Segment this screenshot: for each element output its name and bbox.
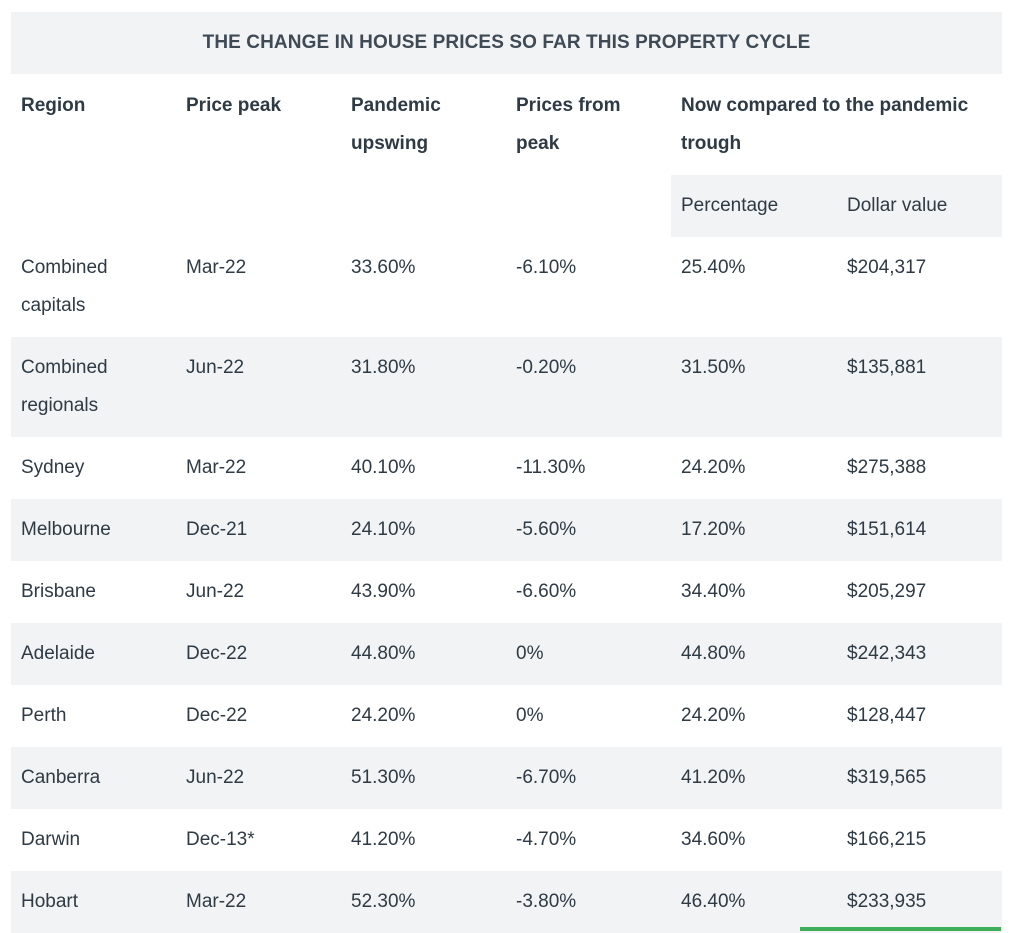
header-pandemic-upswing: Pandemic upswing: [351, 95, 441, 154]
subheader-dollar-value: Dollar value: [837, 175, 1003, 237]
table-row: Darwin Dec-13* 41.20% -4.70% 34.60% $166,215: [11, 809, 1002, 871]
cell-price-peak: Dec-22: [186, 705, 248, 726]
cell-dollar-value: $275,388: [847, 457, 927, 478]
cell-prices-from-peak: -5.60%: [506, 499, 671, 561]
cell-dollar-value: $151,614: [837, 499, 1003, 561]
cell-prices-from-peak: -11.30%: [516, 457, 586, 478]
accent-bar: [800, 927, 1001, 931]
table-row: Combined regionals Jun-22 31.80% -0.20% 31.5…: [11, 337, 1003, 437]
cell-pandemic-upswing: 31.80%: [341, 337, 506, 437]
cell-prices-from-peak: -6.60%: [516, 581, 577, 602]
cell-pandemic-upswing: 41.20%: [351, 829, 416, 850]
subheader-spacer: [341, 175, 506, 237]
cell-dollar-value: $319,565: [837, 747, 1003, 809]
cell-pandemic-upswing: 24.10%: [341, 499, 506, 561]
house-prices-table: Region Price peak Pandemic upswing Price…: [11, 74, 1003, 933]
cell-region: Adelaide: [11, 623, 176, 685]
cell-price-peak: Dec-22: [176, 623, 341, 685]
cell-region: Canberra: [11, 747, 176, 809]
cell-pandemic-upswing: 52.30%: [341, 871, 506, 933]
subheader-row: Percentage Dollar value: [11, 175, 1003, 237]
cell-dollar-value: $166,215: [847, 829, 927, 850]
header-now-compared: Now compared to the pandemic trough: [681, 95, 969, 154]
cell-percentage: 17.20%: [671, 499, 837, 561]
subheader-spacer: [11, 175, 176, 237]
cell-percentage: 34.40%: [681, 581, 746, 602]
cell-pandemic-upswing: 24.20%: [351, 705, 416, 726]
cell-price-peak: Mar-22: [186, 257, 247, 278]
cell-price-peak: Jun-22: [176, 337, 341, 437]
header-prices-from-peak: Prices from peak: [516, 95, 621, 154]
cell-region: Combined capitals: [21, 257, 108, 316]
subheader-spacer: [506, 175, 671, 237]
table-row: Perth Dec-22 24.20% 0% 24.20% $128,447: [11, 685, 1002, 747]
cell-region: Perth: [21, 705, 67, 726]
table-row: Canberra Jun-22 51.30% -6.70% 41.20% $319,565: [11, 747, 1003, 809]
cell-prices-from-peak: -6.10%: [516, 257, 577, 278]
table-row: Adelaide Dec-22 44.80% 0% 44.80% $242,343: [11, 623, 1003, 685]
cell-price-peak: Mar-22: [186, 457, 247, 478]
cell-price-peak: Dec-13*: [186, 829, 255, 850]
table-title: THE CHANGE IN HOUSE PRICES SO FAR THIS P…: [11, 12, 1002, 74]
cell-percentage: 24.20%: [681, 457, 746, 478]
cell-percentage: 46.40%: [671, 871, 837, 933]
cell-dollar-value: $242,343: [837, 623, 1003, 685]
cell-dollar-value: $205,297: [847, 581, 927, 602]
table-row: Combined capitals Mar-22 33.60% -6.10% 25.40…: [11, 237, 1002, 337]
cell-pandemic-upswing: 40.10%: [351, 457, 416, 478]
cell-percentage: 41.20%: [671, 747, 837, 809]
table-body: Combined capitals Mar-22 33.60% -6.10% 25.40…: [11, 237, 1003, 933]
cell-percentage: 44.80%: [671, 623, 837, 685]
cell-prices-from-peak: 0%: [506, 623, 671, 685]
cell-pandemic-upswing: 33.60%: [351, 257, 416, 278]
cell-price-peak: Jun-22: [186, 581, 245, 602]
cell-region: Sydney: [21, 457, 85, 478]
table-row: Melbourne Dec-21 24.10% -5.60% 17.20% $151,61…: [11, 499, 1003, 561]
cell-dollar-value: $128,447: [847, 705, 927, 726]
cell-prices-from-peak: -3.80%: [506, 871, 671, 933]
cell-price-peak: Jun-22: [176, 747, 341, 809]
cell-price-peak: Mar-22: [176, 871, 341, 933]
header-row: Region Price peak Pandemic upswing Price…: [11, 74, 1002, 175]
table-row: Hobart Mar-22 52.30% -3.80% 46.40% $233,935: [11, 871, 1003, 933]
cell-percentage: 25.40%: [681, 257, 746, 278]
cell-dollar-value: $135,881: [837, 337, 1003, 437]
cell-pandemic-upswing: 44.80%: [341, 623, 506, 685]
cell-dollar-value: $233,935: [837, 871, 1003, 933]
header-price-peak: Price peak: [186, 95, 282, 116]
cell-percentage: 24.20%: [681, 705, 746, 726]
price-table-container: THE CHANGE IN HOUSE PRICES SO FAR THIS P…: [11, 12, 1003, 933]
header-region: Region: [21, 95, 86, 116]
cell-prices-from-peak: 0%: [516, 705, 544, 726]
table-row: Sydney Mar-22 40.10% -11.30% 24.20% $275,388: [11, 437, 1002, 499]
cell-percentage: 34.60%: [681, 829, 746, 850]
cell-prices-from-peak: -6.70%: [506, 747, 671, 809]
cell-dollar-value: $204,317: [847, 257, 927, 278]
cell-prices-from-peak: -4.70%: [516, 829, 577, 850]
cell-region: Brisbane: [21, 581, 96, 602]
subheader-spacer: [176, 175, 341, 237]
cell-price-peak: Dec-21: [176, 499, 341, 561]
cell-percentage: 31.50%: [671, 337, 837, 437]
cell-pandemic-upswing: 43.90%: [351, 581, 416, 602]
cell-region: Melbourne: [11, 499, 176, 561]
cell-region: Combined regionals: [11, 337, 176, 437]
table-row: Brisbane Jun-22 43.90% -6.60% 34.40% $205,297: [11, 561, 1002, 623]
cell-pandemic-upswing: 51.30%: [341, 747, 506, 809]
cell-region: Darwin: [21, 829, 81, 850]
subheader-percentage: Percentage: [671, 175, 837, 237]
cell-prices-from-peak: -0.20%: [506, 337, 671, 437]
cell-region: Hobart: [11, 871, 176, 933]
